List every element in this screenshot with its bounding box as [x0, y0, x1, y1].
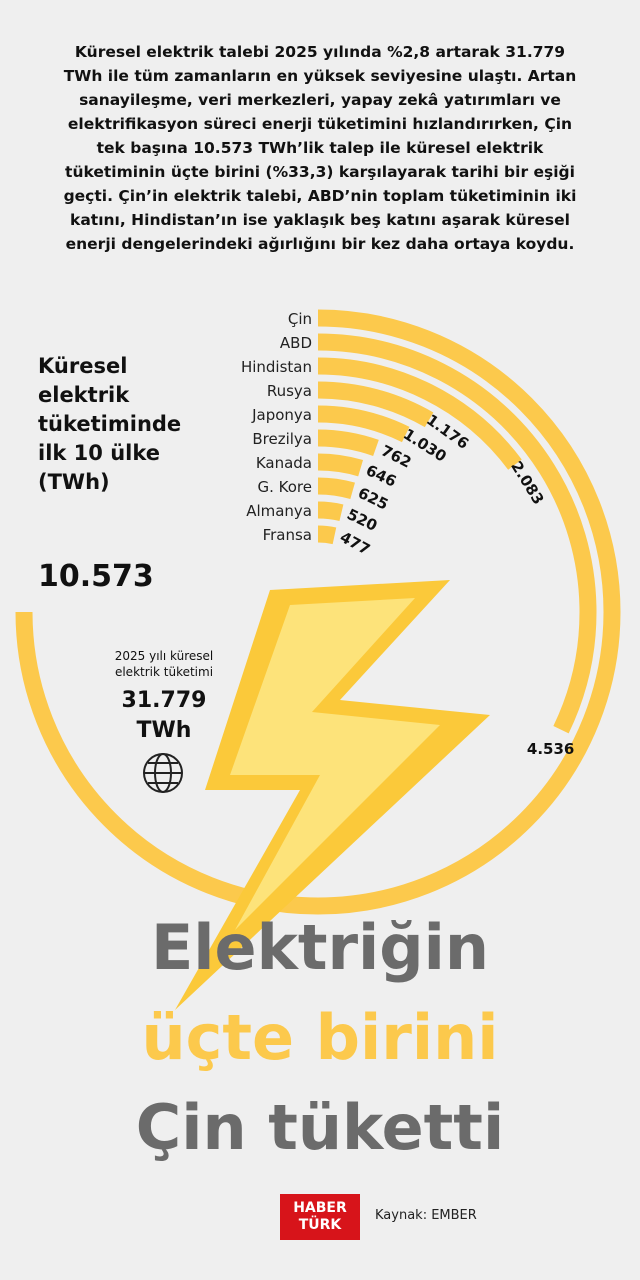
ring-bar [317, 333, 597, 734]
rings: Çin10.573ABD4.536Hindistan2.083Rusya1.17… [15, 309, 621, 915]
ring-bar [317, 453, 364, 477]
intro-text: Küresel elektrik talebi 2025 yılında %2,… [63, 43, 577, 253]
category-label: Kanada [256, 454, 312, 472]
ring-bar [317, 477, 355, 500]
category-label: Brezilya [252, 430, 312, 448]
brand-text: TÜRK [298, 1217, 342, 1233]
total-caption: 2025 yılı küresel elektrik tüketimi [114, 649, 214, 679]
category-label: Rusya [267, 382, 312, 400]
ring-bar [317, 405, 410, 443]
globe-icon [143, 753, 183, 793]
category-label: Hindistan [241, 358, 312, 376]
ring-bar [15, 309, 621, 915]
brand-logo: HABER TÜRK [280, 1194, 360, 1240]
ring-bar [317, 501, 344, 522]
category-label: ABD [280, 334, 312, 352]
ring-bar [317, 357, 522, 470]
category-label: Çin [288, 310, 312, 328]
source: Kaynak: EMBER [375, 1208, 477, 1223]
chart-title: Küresel elektrik tüketiminde ilk 10 ülke… [38, 354, 182, 494]
brand-text: HABER [293, 1200, 347, 1216]
ring-bar [317, 381, 434, 428]
headline: Çin tüketti [135, 1091, 505, 1164]
value-label: 10.573 [38, 559, 154, 594]
category-label: G. Kore [258, 478, 313, 496]
total-value: 31.779 [121, 688, 207, 713]
ring-bar [317, 429, 379, 457]
category-label: Japonya [251, 406, 312, 424]
lightning-bolt-inner [230, 598, 440, 930]
headline: üçte birini [141, 1001, 499, 1074]
total: 31.779 TWh [100, 686, 228, 746]
category-label: Fransa [263, 526, 312, 544]
headline: Elektriğin [150, 911, 490, 984]
value-label: 4.536 [527, 740, 574, 758]
ring-bar [317, 525, 337, 545]
category-label: Almanya [246, 502, 312, 520]
total-unit: TWh [136, 718, 192, 743]
